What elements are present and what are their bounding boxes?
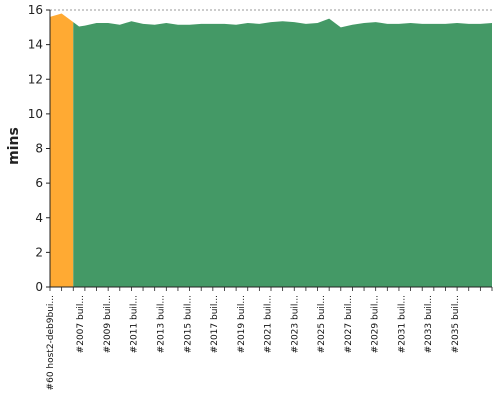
x-tick-label: #2019 buil...: [237, 295, 247, 353]
y-tick-label: 8: [35, 142, 43, 156]
y-tick-label: 12: [28, 72, 43, 86]
series-areas: [50, 13, 493, 288]
x-tick-label: #60 host2-deb9bui...: [46, 295, 56, 390]
y-tick-label: 4: [35, 211, 43, 225]
axes: [46, 9, 493, 291]
y-tick-label: 14: [28, 38, 43, 52]
series-area-2: [73, 18, 493, 287]
x-tick-label: #2017 buil...: [210, 295, 220, 353]
y-axis-label: mins: [6, 127, 22, 165]
x-tick-label: #2027 buil...: [344, 295, 354, 353]
x-tick-label: #2013 buil...: [157, 295, 167, 353]
x-tick-label: #2025 buil...: [317, 295, 327, 353]
x-tick-label: #2021 buil...: [264, 295, 274, 353]
y-tick-label: 10: [28, 107, 43, 121]
y-tick-label: 0: [35, 280, 43, 294]
x-tick-label: #2011 buil...: [130, 295, 140, 353]
x-tick-label: #2035 buil...: [451, 295, 461, 353]
y-tick-label: 2: [35, 245, 43, 259]
y-tick-label: 6: [35, 176, 43, 190]
x-tick-label: #2015 buil...: [183, 295, 193, 353]
y-tick-label: 16: [28, 3, 43, 17]
x-tick-labels: #60 host2-deb9bui... #2007 buil... #2009 b…: [46, 295, 461, 390]
x-tick-label: #2007 buil...: [76, 295, 86, 353]
x-tick-label: #2029 buil...: [371, 295, 381, 353]
x-tick-label: #2023 buil...: [290, 295, 300, 353]
series-area-1: [50, 13, 74, 288]
y-tick-labels: 0 2 4 6 8 10 12 14 16: [28, 3, 43, 294]
x-tick-label: #2031 buil...: [397, 295, 407, 353]
x-tick-label: #2009 buil...: [103, 295, 113, 353]
x-tick-label: #2033 buil...: [424, 295, 434, 353]
